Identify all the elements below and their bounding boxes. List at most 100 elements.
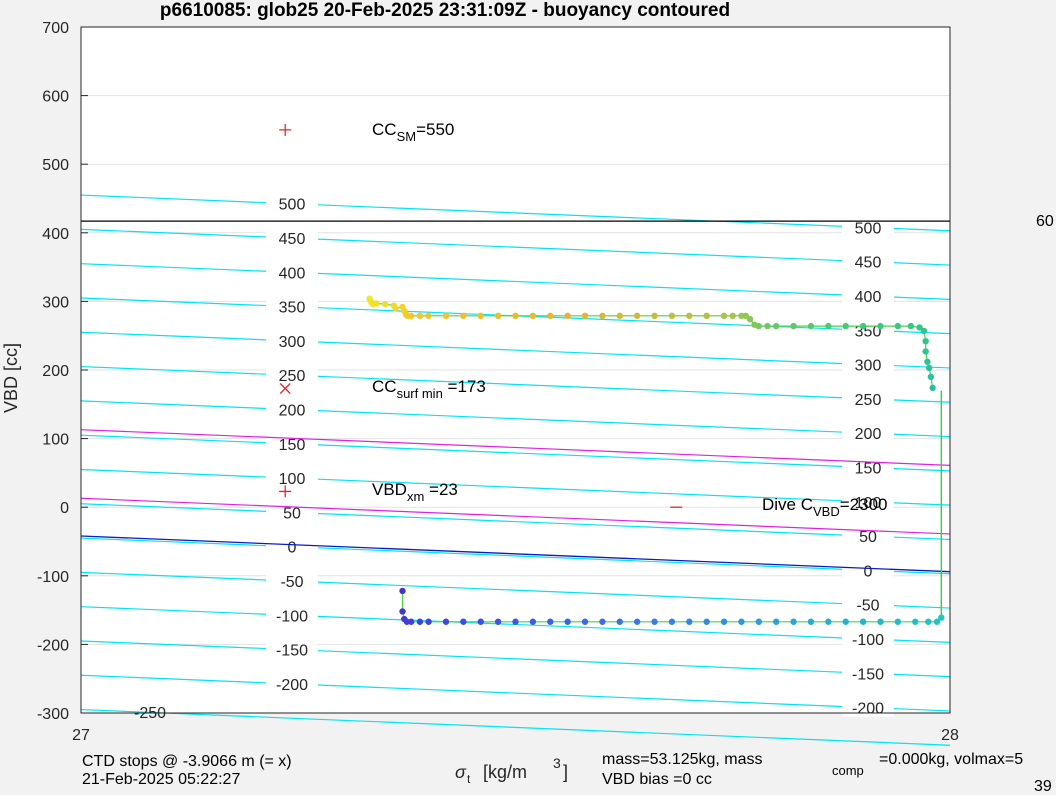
annotation-0: CCSM=550 [372, 120, 454, 144]
upper-trace-point [529, 312, 537, 320]
contour-line [80, 537, 951, 575]
timestamp-text: 21-Feb-2025 05:22:27 [82, 771, 241, 788]
contour-label-left: 250 [279, 368, 306, 385]
contour-label-left: 200 [279, 403, 306, 420]
contour-line [80, 503, 951, 541]
upper-trace-point [392, 305, 399, 312]
upper-trace-point [616, 312, 623, 320]
upper-trace-point [922, 348, 929, 355]
neutral-buoyancy-line [80, 535, 951, 573]
contour-label-bg [842, 217, 894, 237]
contour-line [80, 331, 951, 369]
upper-trace-point [925, 364, 933, 372]
lower-trace-point [925, 618, 932, 625]
annotation-3: Dive CVBD=2300 [762, 495, 888, 519]
contour-label-bg [842, 354, 894, 374]
annotation-value: =550 [416, 120, 454, 139]
contour-label-bg [266, 262, 318, 282]
lower-trace-point [668, 618, 676, 625]
upper-trace-point [764, 322, 771, 330]
contour-label-left: -150 [276, 643, 308, 660]
y-tick-label: 700 [42, 20, 69, 37]
upper-trace-point [929, 384, 936, 392]
contour-label-bg [266, 536, 318, 556]
lower-trace-point [755, 618, 763, 625]
upper-trace-point [920, 327, 928, 335]
y-tick-label: 100 [42, 432, 69, 449]
contour-line [80, 708, 951, 746]
plot-frame [80, 26, 951, 714]
contour-label-right: 450 [855, 255, 882, 272]
lower-trace-point [877, 618, 884, 625]
data-traces [366, 295, 945, 625]
svg-text:]: ] [563, 762, 568, 782]
annotation-1: CCsurf min =173 [372, 377, 486, 401]
contour-label-left: -50 [280, 574, 303, 591]
contour-line [80, 400, 951, 438]
contour-label-bg [842, 560, 894, 580]
lower-trace-point [703, 618, 710, 625]
lower-trace-point [529, 618, 537, 625]
ctd-stops-text: CTD stops @ -3.9066 m (= x) [82, 753, 292, 770]
y-tick-label: 300 [42, 294, 69, 311]
upper-trace-point [494, 312, 502, 320]
contour-label-bg [266, 193, 318, 213]
y-axis-label: VBD [cc] [1, 343, 21, 413]
upper-trace-point [746, 316, 754, 323]
contour-label-bg [842, 491, 894, 511]
y-tick-label: -100 [37, 569, 69, 586]
upper-trace-point [894, 322, 902, 330]
contour-label-left: 500 [279, 197, 306, 214]
contour-label-left: -200 [276, 677, 308, 694]
contour-label-left: 100 [279, 471, 306, 488]
lower-trace-point [790, 618, 797, 625]
lower-trace-point [399, 587, 406, 595]
annotation-main: CC [372, 377, 397, 396]
lower-trace-point [416, 618, 424, 625]
upper-trace-point [773, 322, 780, 330]
lower-trace-point [894, 618, 902, 625]
lower-trace-point [807, 618, 815, 625]
contour-label-left: -100 [276, 608, 308, 625]
contour-label-bg [842, 251, 894, 271]
contour-label-left: 400 [279, 265, 306, 282]
upper-trace-point [720, 312, 728, 320]
annotation-value: =2300 [840, 495, 888, 514]
contour-label-bg [266, 605, 318, 625]
annotation-main: VBD [372, 480, 407, 499]
upper-trace-point [668, 312, 676, 320]
upper-trace-point [742, 312, 749, 320]
chart-title: p6610085: glob25 20-Feb-2025 23:31:09Z -… [160, 0, 730, 21]
upper-trace-point [927, 373, 935, 381]
upper-trace-point [686, 312, 693, 320]
contour-label-right: -50 [856, 598, 879, 615]
contour-label-left: 450 [279, 231, 306, 248]
upper-trace-point [790, 322, 797, 330]
lower-trace-point [599, 618, 606, 625]
magenta-line [80, 497, 951, 535]
reference-markers [279, 123, 683, 508]
annotation-2: VBDxm =23 [372, 480, 458, 504]
upper-trace-point [916, 324, 923, 331]
lower-trace-point [581, 618, 589, 625]
lower-trace-point [651, 618, 658, 625]
volmax-text: =0.000kg, volmax=5 [879, 751, 1024, 768]
upper-trace-point [373, 300, 380, 307]
contour-label-bg [842, 594, 894, 614]
contour-label-bg [266, 228, 318, 248]
lower-trace-point [773, 618, 780, 625]
contour-label-bg [266, 673, 318, 693]
upper-trace-point [859, 322, 867, 330]
upper-trace-point [825, 322, 832, 330]
annotation-main: CC [372, 120, 397, 139]
svg-text:t: t [467, 772, 471, 786]
lower-trace-point [933, 618, 941, 625]
contour-label-bg [842, 697, 894, 717]
mass-comp-subscript: comp [832, 763, 864, 778]
contour-label-right: 50 [859, 529, 877, 546]
upper-trace-point [877, 322, 884, 330]
annotations: CCSM=550 CCsurf min =173 VBDxm =23 Dive CVB… [372, 120, 888, 519]
upper-trace-point [581, 312, 589, 320]
y-tick-label: 600 [42, 89, 69, 106]
plus-marker [279, 485, 292, 498]
